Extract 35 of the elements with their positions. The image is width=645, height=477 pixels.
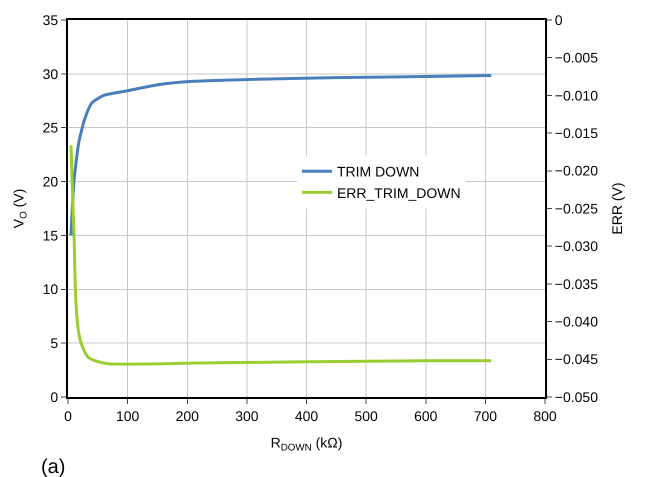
y2-tick-label: 0 — [554, 12, 563, 28]
y2-tick-label: −0.010 — [554, 87, 598, 104]
y2-tick-label: −0.030 — [554, 238, 598, 254]
y2-tick-label: −0.020 — [554, 162, 598, 179]
y-tick-label: 20 — [42, 173, 58, 190]
x-tick-label: 500 — [354, 408, 378, 424]
x-tick-label: 0 — [64, 408, 72, 424]
x-tick-label: 700 — [474, 408, 498, 424]
y-tick-label: 10 — [42, 281, 58, 298]
x-axis-title: R$_{DOWN}$ (kΩ) — [270, 434, 342, 454]
y-tick-label: 15 — [42, 227, 58, 244]
legend-label: ERR_TRIM_DOWN — [336, 184, 461, 201]
line-series — [69, 74, 493, 237]
text: (a) — [41, 456, 66, 477]
y-tick-label: 25 — [42, 120, 58, 136]
y2-tick-label: −0.005 — [554, 50, 598, 66]
legend-label: TRIM DOWN — [336, 164, 420, 180]
y2-tick-label: −0.045 — [554, 351, 598, 368]
y2-axis-title: ERR (V) — [609, 182, 626, 235]
x-tick-label: 300 — [235, 408, 259, 424]
y2-tick-label: −0.050 — [554, 388, 598, 405]
x-tick-label: 100 — [116, 408, 140, 424]
line-series — [69, 144, 493, 366]
y2-tick-label: −0.015 — [554, 125, 598, 141]
y2-tick-label: −0.025 — [554, 200, 598, 216]
y-tick-label: 0 — [50, 388, 58, 405]
x-tick-label: 400 — [294, 408, 318, 424]
x-tick-label: 200 — [176, 408, 200, 424]
y-tick-label: 35 — [42, 12, 58, 28]
x-tick-label: 800 — [533, 408, 557, 424]
y-tick-label: 5 — [50, 335, 58, 352]
y-tick-label: 30 — [42, 66, 58, 82]
y2-tick-label: −0.040 — [554, 314, 598, 330]
y2-tick-label: −0.035 — [554, 276, 598, 292]
x-tick-label: 600 — [414, 408, 438, 424]
